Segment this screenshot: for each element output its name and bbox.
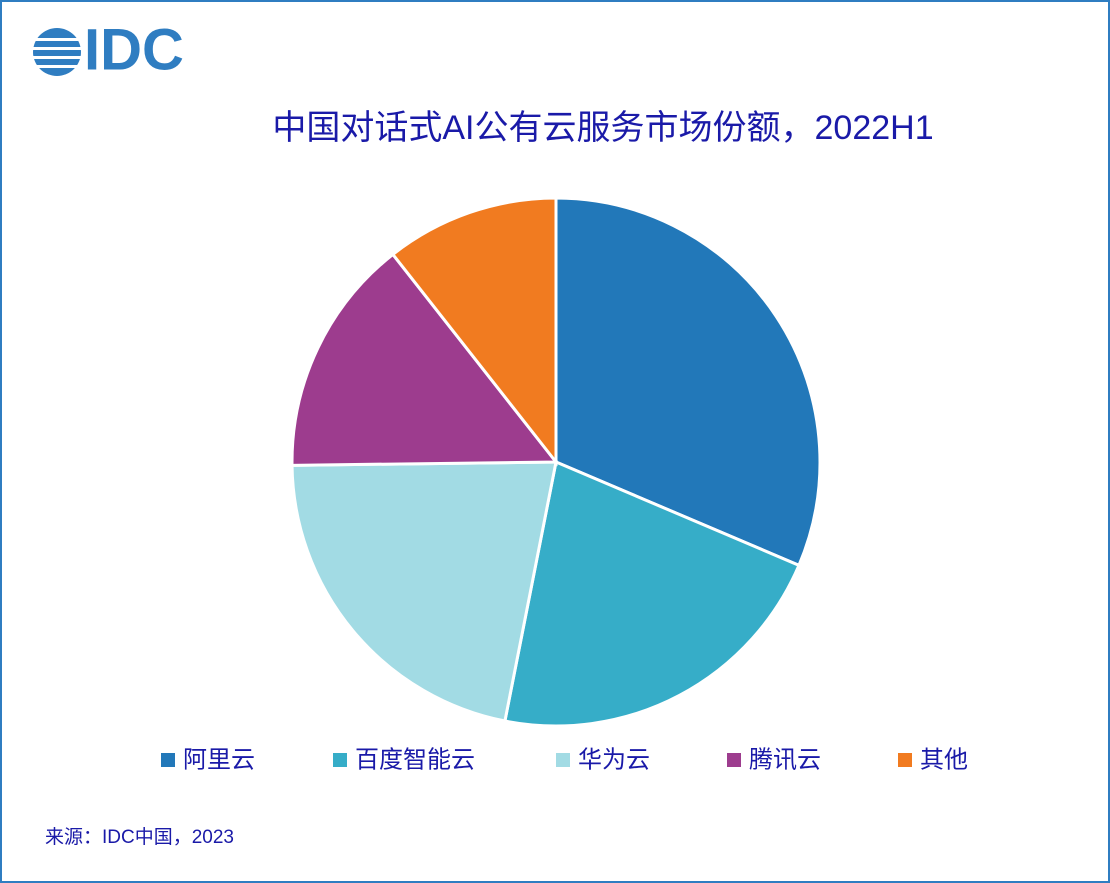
legend-swatch: [556, 753, 570, 767]
source: 来源：IDC中国，2023: [45, 826, 234, 848]
legend-swatch: [333, 753, 347, 767]
pie-slice: [390, 196, 558, 467]
pie-slice: [554, 196, 822, 568]
legend-label: 其他: [920, 746, 968, 773]
chart-title: 中国对话式AI公有云服务市场份额，2022H1: [272, 109, 933, 147]
legend-label: 腾讯云: [749, 746, 821, 773]
legend-swatch: [727, 753, 741, 767]
pie-slice: [290, 252, 560, 467]
legend-swatch: [161, 753, 175, 767]
pie-slice: [290, 460, 558, 723]
logo-mark: [30, 28, 86, 76]
legend-label: 阿里云: [183, 746, 255, 773]
legend-swatch: [898, 753, 912, 767]
logo-text: IDC: [84, 17, 184, 82]
pie-slice: [503, 459, 801, 728]
legend-label: 百度智能云: [355, 746, 475, 773]
legend-label: 华为云: [578, 746, 650, 773]
